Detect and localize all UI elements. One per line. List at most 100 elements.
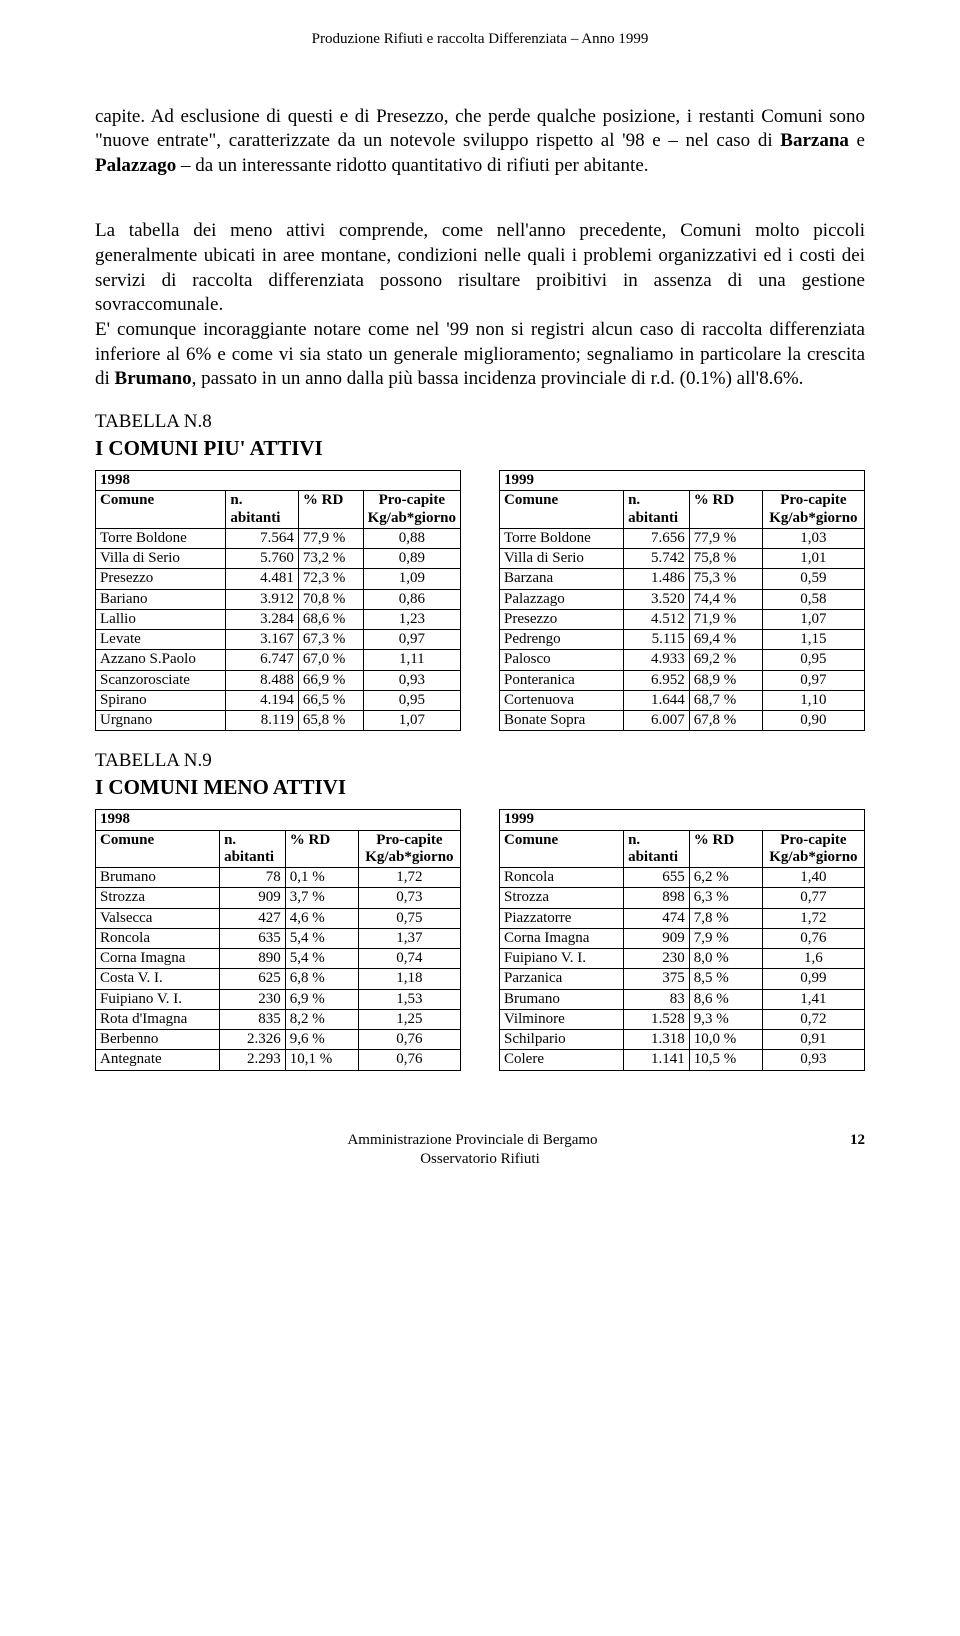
cell-rd: 66,5 % [298, 690, 363, 710]
table-row: Vilminore1.5289,3 %0,72 [500, 1009, 865, 1029]
cell-procapite: 0,93 [363, 670, 460, 690]
cell-comune: Corna Imagna [500, 928, 624, 948]
cell-procapite: 0,97 [762, 670, 864, 690]
cell-procapite: 0,90 [762, 711, 864, 731]
p1-pre: capite. Ad esclusione di questi e di Pre… [95, 106, 865, 152]
cell-abitanti: 2.293 [220, 1050, 286, 1070]
p1-bold2: Palazzago [95, 155, 176, 176]
cell-abitanti: 890 [220, 949, 286, 969]
cell-abitanti: 78 [220, 868, 286, 888]
cell-comune: Palazzago [500, 589, 624, 609]
tabella8-row: 1998 Comune n. abitanti % RD Pro-capiteK… [95, 470, 865, 731]
cell-procapite: 0,75 [358, 908, 460, 928]
cell-abitanti: 230 [624, 949, 690, 969]
cell-rd: 8,0 % [689, 949, 762, 969]
cell-procapite: 1,72 [358, 868, 460, 888]
table-row: Torre Boldone7.65677,9 %1,03 [500, 528, 865, 548]
cell-abitanti: 6.007 [624, 711, 690, 731]
cell-procapite: 0,89 [363, 549, 460, 569]
cell-abitanti: 83 [624, 989, 690, 1009]
table-row: Azzano S.Paolo6.74767,0 %1,11 [96, 650, 461, 670]
footer-line2: Osservatorio Rifiuti [420, 1151, 540, 1167]
cell-abitanti: 1.141 [624, 1050, 690, 1070]
cell-rd: 72,3 % [298, 569, 363, 589]
cell-rd: 9,6 % [285, 1030, 358, 1050]
cell-rd: 68,7 % [689, 690, 762, 710]
cell-rd: 3,7 % [285, 888, 358, 908]
cell-procapite: 1,03 [762, 528, 864, 548]
table-row: Levate3.16767,3 %0,97 [96, 630, 461, 650]
cell-rd: 67,8 % [689, 711, 762, 731]
table-row: Scanzorosciate8.48866,9 %0,93 [96, 670, 461, 690]
table-row: Valsecca4274,6 %0,75 [96, 908, 461, 928]
cell-comune: Rota d'Imagna [96, 1009, 220, 1029]
tabella8-label: TABELLA N.8 [95, 410, 865, 435]
cell-abitanti: 8.119 [226, 711, 299, 731]
cell-comune: Torre Boldone [500, 528, 624, 548]
hdr-comune: Comune [500, 491, 624, 529]
cell-rd: 74,4 % [689, 589, 762, 609]
cell-abitanti: 898 [624, 888, 690, 908]
cell-procapite: 0,59 [762, 569, 864, 589]
table-row: Parzanica3758,5 %0,99 [500, 969, 865, 989]
cell-rd: 6,3 % [689, 888, 762, 908]
cell-rd: 10,0 % [689, 1030, 762, 1050]
cell-procapite: 1,37 [358, 928, 460, 948]
cell-rd: 77,9 % [689, 528, 762, 548]
cell-rd: 10,5 % [689, 1050, 762, 1070]
cell-procapite: 1,07 [363, 711, 460, 731]
p2-bold1: Brumano [115, 368, 192, 389]
year-1998: 1998 [96, 810, 461, 830]
paragraph-1: capite. Ad esclusione di questi e di Pre… [95, 105, 865, 179]
year-1999: 1999 [500, 471, 865, 491]
table-row: Presezzo4.48172,3 %1,09 [96, 569, 461, 589]
cell-abitanti: 625 [220, 969, 286, 989]
cell-abitanti: 4.481 [226, 569, 299, 589]
table-row: Costa V. I.6256,8 %1,18 [96, 969, 461, 989]
cell-abitanti: 7.564 [226, 528, 299, 548]
cell-abitanti: 474 [624, 908, 690, 928]
cell-comune: Berbenno [96, 1030, 220, 1050]
table-row: Brumano780,1 %1,72 [96, 868, 461, 888]
cell-procapite: 0,93 [762, 1050, 864, 1070]
cell-rd: 75,3 % [689, 569, 762, 589]
table-row: Fuipiano V. I.2306,9 %1,53 [96, 989, 461, 1009]
cell-procapite: 0,99 [762, 969, 864, 989]
hdr-comune: Comune [96, 830, 220, 868]
cell-comune: Fuipiano V. I. [96, 989, 220, 1009]
doc-header: Produzione Rifiuti e raccolta Differenzi… [95, 30, 865, 50]
year-1998: 1998 [96, 471, 461, 491]
cell-abitanti: 3.167 [226, 630, 299, 650]
cell-procapite: 1,53 [358, 989, 460, 1009]
table-row: Pedrengo5.11569,4 %1,15 [500, 630, 865, 650]
table-row: Brumano838,6 %1,41 [500, 989, 865, 1009]
hdr-rd: % RD [689, 491, 762, 529]
cell-procapite: 0,76 [762, 928, 864, 948]
cell-abitanti: 4.933 [624, 650, 690, 670]
cell-comune: Levate [96, 630, 226, 650]
cell-procapite: 1,40 [762, 868, 864, 888]
table-row: Schilpario1.31810,0 %0,91 [500, 1030, 865, 1050]
hdr-rd: % RD [689, 830, 762, 868]
cell-procapite: 1,09 [363, 569, 460, 589]
cell-comune: Vilminore [500, 1009, 624, 1029]
page-number: 12 [850, 1131, 865, 1151]
cell-abitanti: 230 [220, 989, 286, 1009]
cell-procapite: 0,58 [762, 589, 864, 609]
cell-comune: Bariano [96, 589, 226, 609]
cell-procapite: 1,6 [762, 949, 864, 969]
cell-abitanti: 1.528 [624, 1009, 690, 1029]
cell-rd: 6,8 % [285, 969, 358, 989]
cell-comune: Presezzo [500, 609, 624, 629]
doc-footer: Amministrazione Provinciale di Bergamo 1… [95, 1131, 865, 1170]
cell-abitanti: 3.912 [226, 589, 299, 609]
cell-abitanti: 375 [624, 969, 690, 989]
cell-rd: 4,6 % [285, 908, 358, 928]
p1-bold1: Barzana [780, 130, 849, 151]
cell-comune: Piazzatorre [500, 908, 624, 928]
table-row: Torre Boldone7.56477,9 %0,88 [96, 528, 461, 548]
cell-rd: 10,1 % [285, 1050, 358, 1070]
cell-abitanti: 5.115 [624, 630, 690, 650]
cell-abitanti: 3.284 [226, 609, 299, 629]
hdr-procapite: Pro-capiteKg/ab*giorno [363, 491, 460, 529]
